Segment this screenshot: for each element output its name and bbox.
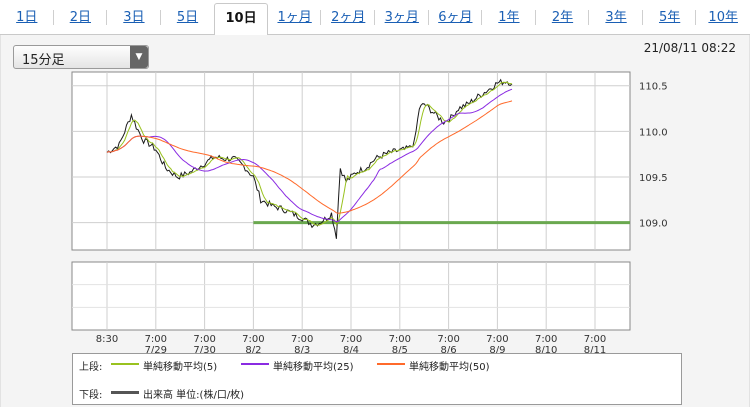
x-tick-time: 7:00 xyxy=(437,334,459,345)
legend-volume-swatch xyxy=(111,391,139,394)
tab-divider xyxy=(373,10,375,25)
tab-divider xyxy=(534,10,536,25)
tab-divider xyxy=(52,10,54,25)
x-tick-time: 7:00 xyxy=(584,334,606,345)
tab-label: 10年 xyxy=(708,10,738,25)
last-updated-timestamp: 21/08/11 08:22 xyxy=(643,41,736,55)
tab-label: 3年 xyxy=(605,10,627,25)
x-tick-date: 8/10 xyxy=(535,345,557,356)
tab-label: 3ヶ月 xyxy=(384,10,419,25)
tab-3ヶ月[interactable]: 3ヶ月 xyxy=(375,0,429,34)
x-tick-date: 8/4 xyxy=(343,345,359,356)
tab-1ヶ月[interactable]: 1ヶ月 xyxy=(268,0,322,34)
x-tick-date: 8/9 xyxy=(489,345,505,356)
tab-10年[interactable]: 10年 xyxy=(696,0,750,34)
legend-volume-label: 出来高 単位:(株/口/枚) xyxy=(143,390,245,401)
x-tick-time: 7:00 xyxy=(193,334,215,345)
tab-label: 3日 xyxy=(123,10,145,25)
legend-ma5-label: 単純移動平均(5) xyxy=(143,362,218,373)
tab-label: 2日 xyxy=(69,10,91,25)
tab-3日[interactable]: 3日 xyxy=(107,0,161,34)
tab-label: 1ヶ月 xyxy=(277,10,312,25)
tab-3年[interactable]: 3年 xyxy=(589,0,643,34)
tab-label: 6ヶ月 xyxy=(438,10,473,25)
tab-label: 10日 xyxy=(225,11,257,26)
tab-label: 1日 xyxy=(16,10,38,25)
x-tick-date: 7/29 xyxy=(145,345,167,356)
x-tick-date: 7/30 xyxy=(193,345,215,356)
x-tick-date: 8/11 xyxy=(584,345,606,356)
legend-ma5-swatch xyxy=(111,363,139,365)
legend-ma25-label: 単純移動平均(25) xyxy=(273,362,354,373)
tab-5年[interactable]: 5年 xyxy=(643,0,697,34)
x-tick-time: 7:00 xyxy=(145,334,167,345)
legend-upper-label: 上段: xyxy=(79,362,103,373)
x-tick-date: 8/3 xyxy=(294,345,310,356)
chart-legend: 上段: 単純移動平均(5) 単純移動平均(25) 単純移動平均(50) 下段: … xyxy=(72,353,682,405)
x-tick-time: 8:30 xyxy=(96,334,118,345)
legend-lower-label: 下段: xyxy=(79,390,103,401)
tab-10日[interactable]: 10日 xyxy=(214,3,268,39)
y-tick-label: 109.0 xyxy=(639,219,668,230)
y-tick-label: 110.0 xyxy=(639,127,668,138)
legend-ma25-swatch xyxy=(241,363,269,365)
tab-divider xyxy=(481,10,483,25)
chevron-down-icon[interactable]: ▼ xyxy=(130,46,148,68)
ma25-series xyxy=(106,88,513,223)
x-tick-time: 7:00 xyxy=(535,334,557,345)
tab-label: 1年 xyxy=(498,10,520,25)
tab-label: 5日 xyxy=(176,10,199,25)
tab-1日[interactable]: 1日 xyxy=(0,0,54,34)
x-tick-date: 8/2 xyxy=(245,345,261,356)
tab-label: 2年 xyxy=(551,10,574,25)
legend-ma50-swatch xyxy=(377,363,405,365)
x-tick-date: 8/6 xyxy=(441,345,457,356)
tab-divider xyxy=(427,10,429,25)
interval-select[interactable]: 15分足 ▼ xyxy=(13,45,149,69)
tab-divider xyxy=(320,10,322,25)
tab-1年[interactable]: 1年 xyxy=(482,0,536,34)
tab-label: 2ヶ月 xyxy=(331,10,366,25)
tab-divider xyxy=(641,10,643,25)
tab-divider xyxy=(588,10,590,25)
tab-label: 5年 xyxy=(658,10,681,25)
interval-select-value: 15分足 xyxy=(22,53,65,68)
tab-2日[interactable]: 2日 xyxy=(54,0,108,34)
tab-2年[interactable]: 2年 xyxy=(536,0,590,34)
x-tick-time: 7:00 xyxy=(340,334,362,345)
tab-divider xyxy=(106,10,108,25)
x-tick-time: 7:00 xyxy=(242,334,264,345)
period-tabs: 1日 2日 3日 5日 10日 1ヶ月 2ヶ月 3ヶ月 6ヶ月 1年 2年 3年 5年 10年 xyxy=(0,0,750,39)
x-tick-date: 8/5 xyxy=(392,345,408,356)
x-tick-time: 7:00 xyxy=(389,334,411,345)
tab-divider xyxy=(695,10,697,25)
legend-ma50-label: 単純移動平均(50) xyxy=(409,362,490,373)
x-tick-time: 7:00 xyxy=(486,334,508,345)
tab-6ヶ月[interactable]: 6ヶ月 xyxy=(429,0,483,34)
y-tick-label: 109.5 xyxy=(639,173,668,184)
ma50-series xyxy=(106,100,513,214)
tab-divider xyxy=(159,10,161,25)
y-tick-label: 110.5 xyxy=(639,82,668,93)
tab-2ヶ月[interactable]: 2ヶ月 xyxy=(321,0,375,34)
x-tick-time: 7:00 xyxy=(291,334,313,345)
tab-5日[interactable]: 5日 xyxy=(161,0,215,34)
